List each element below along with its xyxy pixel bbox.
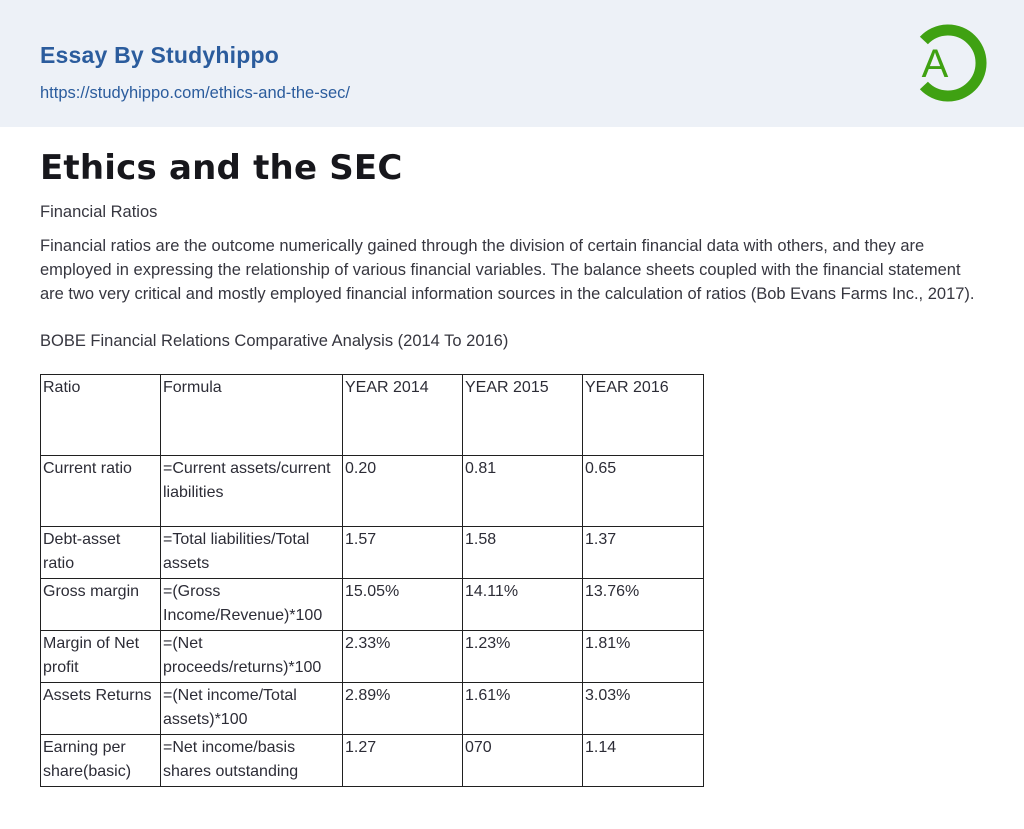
site-title: Essay By Studyhippo (40, 42, 279, 68)
studyhippo-logo: A (908, 23, 988, 103)
cell-2016: 1.81% (582, 630, 704, 683)
column-header-formula: Formula (160, 374, 343, 456)
site-header: Essay By Studyhippo https://studyhippo.c… (0, 0, 1024, 127)
cell-2016: 1.14 (582, 734, 704, 787)
cell-2014: 2.89% (342, 682, 463, 735)
article-subtitle: Financial Ratios (40, 203, 158, 221)
page-url-link[interactable]: https://studyhippo.com/ethics-and-the-se… (40, 84, 350, 102)
column-header-year-2016: YEAR 2016 (582, 374, 704, 456)
cell-formula: =Current assets/current liabilities (160, 455, 343, 527)
cell-ratio: Debt-asset ratio (40, 526, 161, 579)
cell-ratio: Gross margin (40, 578, 161, 631)
logo-letter: A (922, 42, 949, 86)
table-row: Debt-asset ratio =Total liabilities/Tota… (40, 526, 704, 579)
table-row: Assets Returns =(Net income/Total assets… (40, 682, 704, 735)
financial-ratios-table: Ratio Formula YEAR 2014 YEAR 2015 YEAR 2… (40, 374, 704, 787)
cell-2014: 1.57 (342, 526, 463, 579)
cell-ratio: Margin of Net profit (40, 630, 161, 683)
page-title: Ethics and the SEC (40, 148, 403, 188)
column-header-year-2014: YEAR 2014 (342, 374, 463, 456)
logo-arc-icon: A (919, 24, 987, 102)
main-content: Ethics and the SEC Financial Ratios Fina… (0, 127, 1024, 787)
cell-formula: =(Net proceeds/returns)*100 (160, 630, 343, 683)
cell-2016: 1.37 (582, 526, 704, 579)
cell-formula: =Total liabilities/Total assets (160, 526, 343, 579)
cell-2016: 13.76% (582, 578, 704, 631)
table-caption: BOBE Financial Relations Comparative Ana… (40, 332, 509, 350)
table-row: Margin of Net profit =(Net proceeds/retu… (40, 630, 704, 683)
cell-ratio: Current ratio (40, 455, 161, 527)
cell-2014: 0.20 (342, 455, 463, 527)
table-row: Current ratio =Current assets/current li… (40, 455, 704, 527)
cell-2015: 0.81 (462, 455, 583, 527)
cell-ratio: Earning per share(basic) (40, 734, 161, 787)
cell-2016: 0.65 (582, 455, 704, 527)
cell-2014: 2.33% (342, 630, 463, 683)
cell-2015: 1.61% (462, 682, 583, 735)
column-header-ratio: Ratio (40, 374, 161, 456)
cell-2014: 1.27 (342, 734, 463, 787)
table-row: Earning per share(basic) =Net income/bas… (40, 734, 704, 787)
cell-ratio: Assets Returns (40, 682, 161, 735)
cell-2015: 1.23% (462, 630, 583, 683)
cell-2015: 14.11% (462, 578, 583, 631)
cell-2014: 15.05% (342, 578, 463, 631)
cell-2015: 1.58 (462, 526, 583, 579)
article-paragraph: Financial ratios are the outcome numeric… (40, 237, 975, 303)
cell-2015: 070 (462, 734, 583, 787)
cell-formula: =(Gross Income/Revenue)*100 (160, 578, 343, 631)
cell-2016: 3.03% (582, 682, 704, 735)
column-header-year-2015: YEAR 2015 (462, 374, 583, 456)
table-row: Gross margin =(Gross Income/Revenue)*100… (40, 578, 704, 631)
table-header-row: Ratio Formula YEAR 2014 YEAR 2015 YEAR 2… (40, 374, 704, 456)
cell-formula: =Net income/basis shares outstanding (160, 734, 343, 787)
cell-formula: =(Net income/Total assets)*100 (160, 682, 343, 735)
